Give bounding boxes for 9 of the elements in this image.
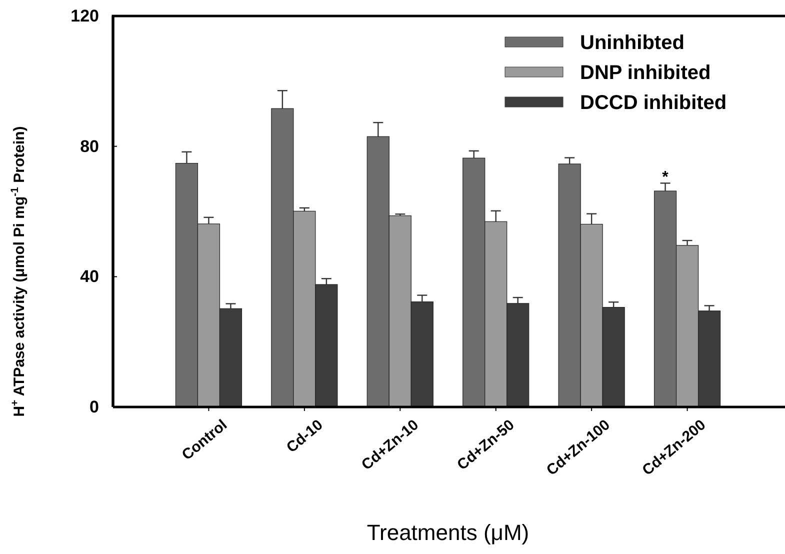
- x-axis-title: Treatments (μM): [366, 520, 530, 545]
- y-tick-label: 80: [80, 136, 99, 156]
- legend-label: DNP inhibited: [580, 62, 711, 84]
- legend-label: Uninhibted: [580, 32, 684, 54]
- annotation: *: [662, 169, 670, 186]
- y-tick-label: 0: [90, 397, 99, 416]
- y-tick-label: 120: [70, 6, 99, 26]
- legend-label: DCCD inhibited: [580, 92, 727, 114]
- y-tick-label: 40: [80, 267, 99, 286]
